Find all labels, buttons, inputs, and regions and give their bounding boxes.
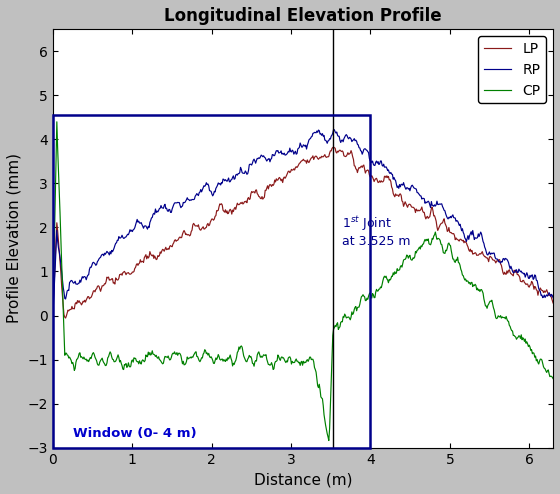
CP bbox=[49, 311, 56, 317]
RP bbox=[49, 314, 56, 320]
CP bbox=[53, 119, 60, 125]
Y-axis label: Profile Elevation (mm): Profile Elevation (mm) bbox=[7, 154, 22, 324]
Line: LP: LP bbox=[53, 147, 553, 318]
CP bbox=[545, 371, 552, 377]
CP bbox=[115, 355, 122, 361]
RP bbox=[115, 238, 122, 244]
CP bbox=[177, 351, 184, 357]
LP bbox=[550, 300, 557, 306]
Text: 1$^{st}$ Joint
at 3.525 m: 1$^{st}$ Joint at 3.525 m bbox=[342, 214, 410, 248]
X-axis label: Distance (m): Distance (m) bbox=[254, 472, 352, 487]
Text: Window (0- 4 m): Window (0- 4 m) bbox=[73, 427, 197, 440]
LP bbox=[49, 309, 56, 315]
LP bbox=[330, 144, 337, 150]
LP bbox=[545, 292, 552, 298]
RP bbox=[463, 239, 470, 245]
LP bbox=[464, 242, 470, 248]
Title: Longitudinal Elevation Profile: Longitudinal Elevation Profile bbox=[164, 7, 442, 25]
CP bbox=[349, 312, 356, 318]
LP bbox=[115, 275, 122, 281]
CP bbox=[325, 438, 332, 444]
LP bbox=[422, 216, 429, 222]
Bar bbox=[53, 115, 371, 448]
RP bbox=[176, 200, 183, 206]
RP bbox=[348, 139, 355, 145]
RP bbox=[550, 295, 557, 301]
LP bbox=[349, 154, 356, 160]
LP bbox=[62, 315, 69, 321]
CP bbox=[550, 375, 557, 381]
Line: RP: RP bbox=[53, 129, 553, 317]
RP bbox=[545, 292, 552, 298]
RP bbox=[422, 201, 428, 206]
Line: CP: CP bbox=[53, 122, 553, 441]
LP bbox=[177, 234, 184, 240]
CP bbox=[464, 278, 470, 284]
RP bbox=[330, 126, 337, 132]
CP bbox=[422, 238, 429, 244]
Legend: LP, RP, CP: LP, RP, CP bbox=[478, 36, 546, 103]
